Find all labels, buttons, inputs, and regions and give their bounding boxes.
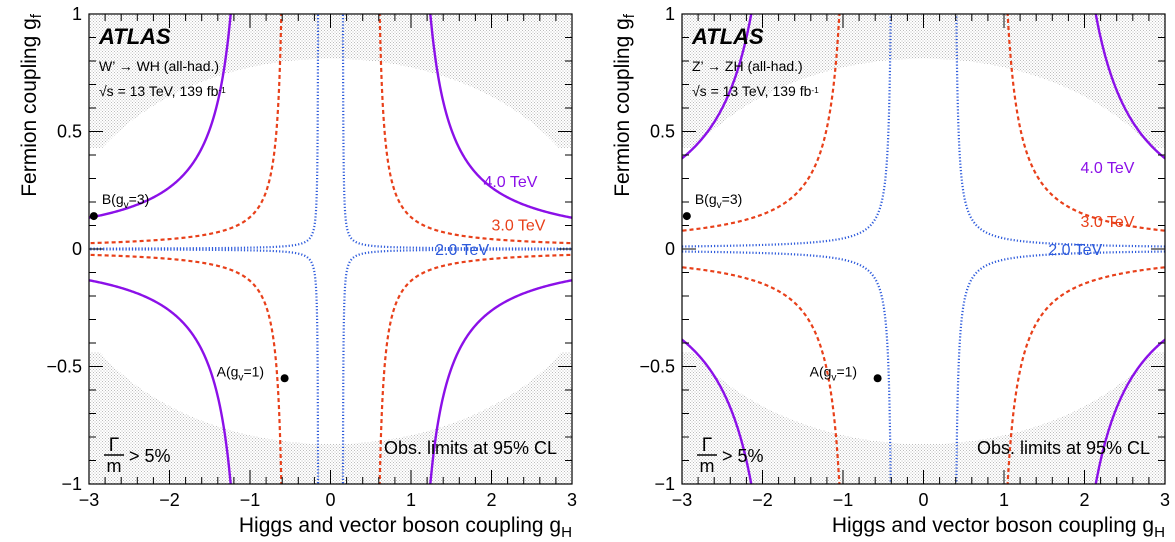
observed-limits-label: Obs. limits at 95% CL xyxy=(384,438,557,458)
energy-lumi-label: √s = 13 TeV, 139 fb-1 xyxy=(692,83,819,99)
y-tick-label: −0.5 xyxy=(639,357,675,377)
y-axis-title: Fermion coupling gf xyxy=(18,13,45,197)
process-label: Z’ → ZH (all-had.) xyxy=(692,58,803,74)
contour-2-0-tevline xyxy=(89,248,320,484)
width-label-denominator: m xyxy=(700,456,715,476)
contour-4-0-tevline xyxy=(1094,14,1165,160)
experiment-label: ATLAS xyxy=(691,24,764,49)
y-tick-label: 0.5 xyxy=(57,122,82,142)
x-tick-label: −1 xyxy=(833,490,854,510)
series-label: 3.0 TeV xyxy=(1080,214,1134,231)
width-label-denominator: m xyxy=(107,456,122,476)
contour-2-0-tevline xyxy=(341,248,572,484)
x-tick-label: 0 xyxy=(325,490,335,510)
contour-2-0-tevline xyxy=(341,14,572,250)
x-tick-label: −1 xyxy=(240,490,261,510)
x-tick-label: 1 xyxy=(999,490,1009,510)
contour-3-0-tevline xyxy=(378,14,572,245)
y-tick-label: 0 xyxy=(72,239,82,259)
x-tick-label: −3 xyxy=(672,490,693,510)
series-label: 2.0 TeV xyxy=(435,242,489,259)
contour-2-0-tevline xyxy=(955,250,1165,484)
width-label-rest: > 5% xyxy=(129,446,171,466)
y-axis-title: Fermion coupling gf xyxy=(611,13,638,197)
contour-3-0-tevline xyxy=(682,14,841,232)
benchmark-point-label: B(gv=3) xyxy=(695,191,742,211)
y-tick-label: 1 xyxy=(665,4,675,24)
series-label: 4.0 TeV xyxy=(1080,160,1134,177)
contour-2-0-tevline xyxy=(682,250,892,484)
energy-lumi-label: √s = 13 TeV, 139 fb-1 xyxy=(99,83,226,99)
contour-4-0-tevline xyxy=(682,14,753,160)
y-tick-label: 1 xyxy=(72,4,82,24)
x-tick-label: 0 xyxy=(918,490,928,510)
x-tick-label: 1 xyxy=(406,490,416,510)
x-tick-label: 2 xyxy=(1079,490,1089,510)
benchmark-point-label: B(gv=3) xyxy=(102,191,149,211)
contour-4-0-tevline xyxy=(1094,338,1165,484)
contour-4-0-tevline xyxy=(429,14,572,219)
contour-3-0-tevline xyxy=(1006,14,1165,232)
contour-3-0-tevline xyxy=(378,253,572,484)
contour-3-0-tevline xyxy=(89,14,283,245)
benchmark-point-label: A(gv=1) xyxy=(217,363,264,383)
y-tick-label: −1 xyxy=(61,474,82,494)
contour-4-0-tevline xyxy=(89,14,232,219)
width-label-rest: > 5% xyxy=(722,446,764,466)
series-label: 2.0 TeV xyxy=(1048,242,1102,259)
benchmark-point xyxy=(873,374,882,383)
y-tick-label: −0.5 xyxy=(46,357,82,377)
benchmark-point xyxy=(682,212,691,221)
contour-2-0-tevline xyxy=(682,14,892,248)
y-tick-label: 0.5 xyxy=(650,122,675,142)
valid-width-band xyxy=(89,147,572,353)
observed-limits-label: Obs. limits at 95% CL xyxy=(977,438,1150,458)
series-label: 4.0 TeV xyxy=(483,174,537,191)
x-tick-label: −3 xyxy=(79,490,100,510)
contour-2-0-tevline xyxy=(89,14,320,250)
valid-width-band xyxy=(682,147,1165,353)
y-tick-label: 0 xyxy=(665,239,675,259)
x-tick-label: 3 xyxy=(567,490,577,510)
contour-4-0-tevline xyxy=(682,338,753,484)
width-label-numerator: Γ xyxy=(109,435,119,456)
y-tick-label: −1 xyxy=(654,474,675,494)
benchmark-point xyxy=(280,374,289,383)
contour-3-0-tevline xyxy=(682,266,841,484)
experiment-label: ATLAS xyxy=(98,24,171,49)
process-label: W’ → WH (all-had.) xyxy=(99,58,219,74)
x-tick-label: 2 xyxy=(486,490,496,510)
x-tick-label: −2 xyxy=(752,490,773,510)
contour-3-0-tevline xyxy=(89,253,283,484)
contour-4-0-tevline xyxy=(429,279,572,484)
x-axis-title: Higgs and vector boson coupling gH xyxy=(832,514,1165,541)
contour-2-0-tevline xyxy=(955,14,1165,248)
x-tick-label: 3 xyxy=(1160,490,1170,510)
contour-4-0-tevline xyxy=(89,279,232,484)
chart-panel-right: 4.0 TeV 3.0 TeV 2.0 TeV B(gv=3) A(gv=1) −3 −2 −… xyxy=(611,4,1170,541)
benchmark-point xyxy=(89,212,98,221)
contour-3-0-tevline xyxy=(1006,266,1165,484)
x-tick-label: −2 xyxy=(159,490,180,510)
width-label-numerator: Γ xyxy=(702,435,712,456)
x-axis-title: Higgs and vector boson coupling gH xyxy=(239,514,572,541)
benchmark-point-label: A(gv=1) xyxy=(810,363,857,383)
series-label: 3.0 TeV xyxy=(492,217,546,234)
